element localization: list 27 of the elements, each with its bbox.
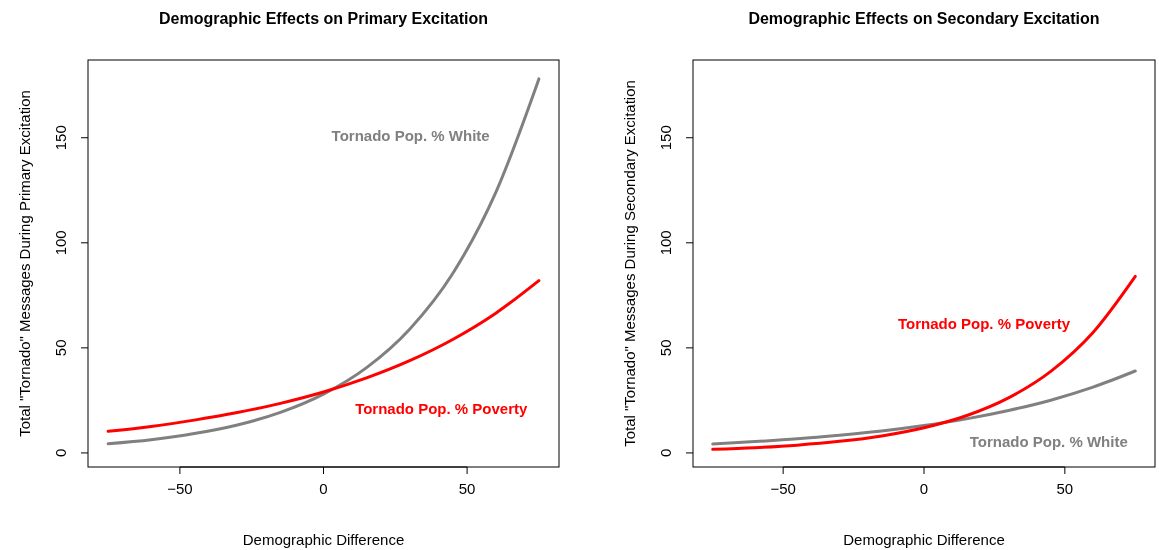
series-label: Tornado Pop. % Poverty (355, 399, 529, 417)
x-tick-label: 0 (919, 480, 929, 497)
series-label: Tornado Pop. % Poverty (897, 314, 1071, 332)
x-tick-label: 50 (458, 480, 476, 497)
line-series (106, 77, 541, 446)
y-tick-label: 0 (51, 448, 69, 458)
y-tick-label: 50 (656, 339, 674, 357)
y-tick-label: 50 (51, 339, 69, 357)
y-tick-label: 150 (51, 125, 69, 151)
series-label: Tornado Pop. % White (331, 127, 490, 145)
x-tick-label: 50 (1056, 480, 1074, 497)
chart-title: Demographic Effects on Primary Excitation (159, 10, 488, 27)
x-tick-label: −50 (770, 480, 796, 497)
series-label: Tornado Pop. % White (969, 432, 1128, 450)
line-series (106, 279, 541, 433)
x-tick-label: −50 (167, 480, 193, 497)
y-axis-title: Total "Tornado" Messages During Primary Excitation (15, 90, 33, 437)
x-tick-label: 0 (319, 480, 328, 497)
y-axis-title: Total "Tornado" Messages During Secondary Excitation (620, 80, 638, 447)
y-tick-label: 150 (656, 125, 674, 151)
y-tick-label: 100 (656, 230, 674, 256)
chart-title: Demographic Effects on Secondary Excitation (748, 10, 1100, 27)
line-series (711, 274, 1137, 451)
y-tick-label: 0 (656, 448, 674, 458)
x-axis-title: Demographic Difference (843, 531, 1005, 548)
x-axis-title: Demographic Difference (242, 531, 405, 548)
y-tick-label: 100 (51, 230, 69, 256)
